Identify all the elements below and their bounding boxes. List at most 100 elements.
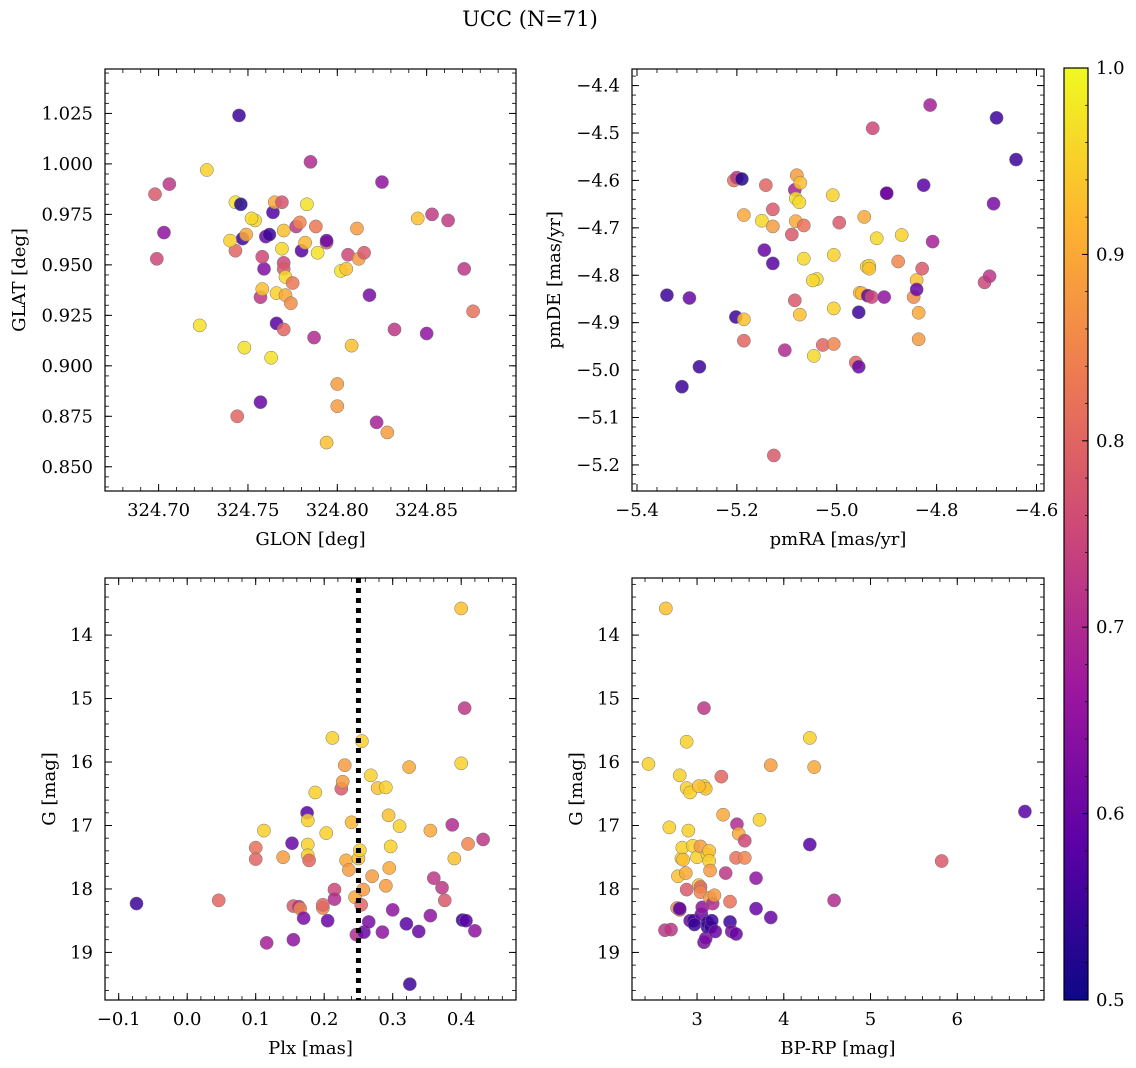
data-point bbox=[468, 923, 482, 938]
x-tick-label: −4.8 bbox=[915, 500, 959, 521]
data-point bbox=[737, 312, 751, 327]
data-point bbox=[300, 813, 315, 828]
data-point bbox=[380, 425, 395, 440]
y-tick-label: −4.4 bbox=[576, 76, 620, 97]
data-point bbox=[357, 245, 371, 260]
data-point bbox=[827, 893, 841, 908]
data-point bbox=[303, 155, 318, 169]
data-point bbox=[457, 262, 472, 276]
data-point bbox=[737, 851, 752, 865]
data-point bbox=[909, 282, 924, 297]
data-point bbox=[675, 379, 689, 394]
y-axis-label: pmDE [mas/yr] bbox=[544, 211, 565, 349]
colorbar-gradient bbox=[1063, 67, 1089, 1001]
data-point bbox=[375, 925, 390, 939]
data-point bbox=[330, 399, 345, 414]
data-point bbox=[237, 340, 252, 355]
data-point bbox=[758, 178, 773, 193]
data-point bbox=[658, 601, 673, 616]
data-point bbox=[729, 927, 743, 941]
data-point bbox=[1018, 804, 1032, 819]
data-point bbox=[672, 901, 687, 916]
data-point bbox=[435, 880, 449, 895]
x-tick-label: −4.6 bbox=[1015, 500, 1059, 521]
data-point bbox=[869, 231, 884, 246]
data-point bbox=[239, 227, 254, 242]
data-point bbox=[787, 293, 802, 308]
data-point bbox=[233, 197, 248, 212]
data-point bbox=[934, 854, 949, 868]
data-point bbox=[363, 768, 378, 783]
data-point bbox=[423, 908, 438, 923]
data-point bbox=[784, 227, 799, 242]
data-point bbox=[911, 305, 926, 320]
figure-title: UCC (N=71) bbox=[462, 7, 598, 31]
data-point bbox=[157, 225, 171, 240]
x-tick-label: 0.0 bbox=[173, 1009, 202, 1030]
y-tick-label: 17 bbox=[597, 815, 620, 836]
y-tick-label: 15 bbox=[597, 689, 620, 710]
y-tick-label: 18 bbox=[597, 879, 620, 900]
data-point bbox=[257, 262, 271, 276]
data-point bbox=[765, 202, 780, 217]
data-point bbox=[298, 235, 312, 250]
data-point bbox=[149, 251, 164, 266]
data-point bbox=[437, 893, 452, 908]
data-point bbox=[335, 774, 350, 789]
data-point bbox=[385, 903, 400, 917]
data-point bbox=[383, 839, 398, 854]
data-point bbox=[307, 330, 321, 345]
data-point bbox=[375, 175, 389, 189]
data-point bbox=[763, 758, 778, 773]
data-point bbox=[283, 296, 298, 311]
data-point bbox=[399, 916, 414, 931]
x-tick-label: −5.4 bbox=[615, 500, 659, 521]
data-point bbox=[737, 333, 751, 348]
data-point bbox=[476, 832, 490, 847]
data-point bbox=[826, 301, 841, 316]
data-point bbox=[826, 337, 841, 351]
x-tick-label: 3 bbox=[691, 1009, 702, 1030]
y-tick-label: 18 bbox=[70, 879, 93, 900]
data-point bbox=[716, 807, 730, 822]
data-point bbox=[660, 288, 674, 303]
data-point bbox=[982, 269, 997, 284]
data-point bbox=[445, 818, 460, 832]
data-point bbox=[355, 734, 369, 748]
data-point bbox=[148, 187, 162, 202]
data-point bbox=[793, 175, 808, 190]
data-point bbox=[925, 234, 940, 249]
data-point bbox=[419, 326, 434, 341]
colorbar-tick-label: 0.7 bbox=[1096, 617, 1125, 638]
y-tick-label: 16 bbox=[597, 752, 620, 773]
data-point bbox=[757, 243, 772, 257]
y-axis-label: G [mag] bbox=[39, 752, 60, 825]
data-point bbox=[687, 917, 702, 932]
scatter-points bbox=[148, 108, 480, 450]
x-tick-label: 5 bbox=[865, 1009, 876, 1030]
data-point bbox=[426, 871, 441, 886]
data-point bbox=[723, 894, 737, 909]
x-tick-label: 324.75 bbox=[216, 500, 279, 521]
tick-group: −0.1 0.0 0.1 0.2 0.3 0.4 14 15 16 17 18 19 bbox=[70, 578, 516, 1030]
data-point bbox=[381, 808, 396, 823]
y-tick-label: 16 bbox=[70, 752, 93, 773]
data-point bbox=[253, 395, 268, 410]
data-point bbox=[232, 108, 246, 123]
data-point bbox=[708, 924, 723, 939]
data-point bbox=[691, 779, 706, 793]
data-point bbox=[286, 932, 301, 947]
data-point bbox=[662, 820, 677, 835]
data-point bbox=[641, 757, 656, 771]
data-point bbox=[310, 245, 325, 260]
y-tick-label: −4.5 bbox=[576, 123, 620, 144]
data-point bbox=[862, 261, 877, 276]
data-point bbox=[327, 892, 342, 906]
data-point bbox=[285, 276, 300, 290]
data-point bbox=[792, 195, 807, 210]
data-point bbox=[763, 910, 778, 925]
x-axis-label: Plx [mas] bbox=[268, 1038, 353, 1059]
scatter-points bbox=[660, 98, 1023, 463]
panel-plx-g: −0.1 0.0 0.1 0.2 0.3 0.4 14 15 16 17 18 19 Plx [mas]… bbox=[39, 577, 517, 1059]
data-point bbox=[330, 377, 345, 391]
